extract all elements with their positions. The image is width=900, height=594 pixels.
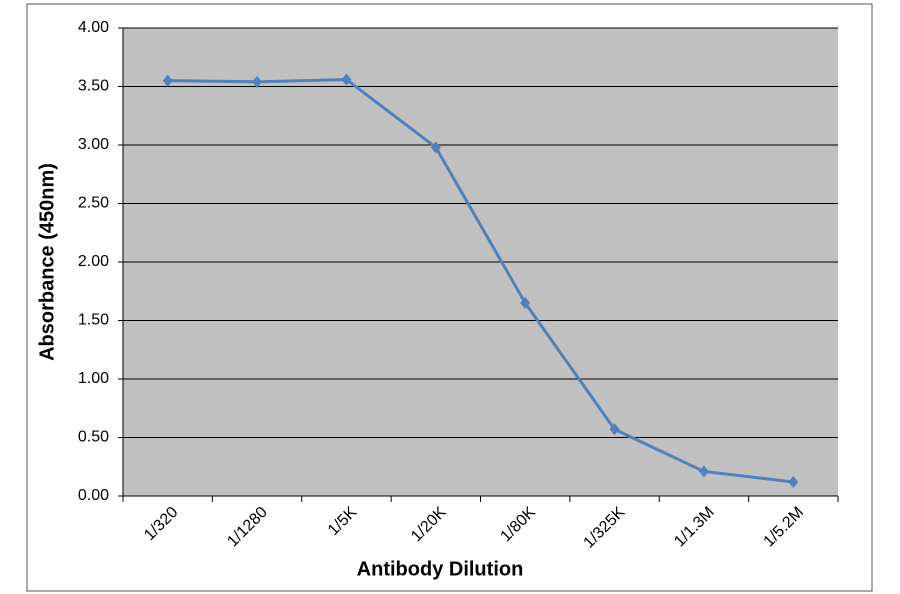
- y-tick-label: 1.50: [78, 312, 109, 329]
- data-point: [609, 423, 620, 436]
- y-tick-label: 0.00: [78, 487, 109, 504]
- data-point: [162, 74, 173, 87]
- y-tick-label: 1.00: [78, 370, 109, 387]
- data-point: [430, 141, 441, 154]
- data-point: [788, 475, 799, 488]
- y-tick-label: 2.00: [78, 253, 109, 270]
- data-point: [520, 296, 531, 309]
- y-tick-label: 2.50: [78, 195, 109, 212]
- x-axis-title: Antibody Dilution: [357, 558, 524, 580]
- data-point: [252, 75, 263, 88]
- y-tick-label: 3.50: [78, 78, 109, 95]
- y-tick-label: 3.00: [78, 136, 109, 153]
- y-tick-label: 4.00: [78, 19, 109, 36]
- y-axis-title: Absorbance (450nm): [36, 163, 58, 361]
- y-tick-label: 0.50: [78, 429, 109, 446]
- data-point: [698, 465, 709, 478]
- data-point: [341, 73, 352, 86]
- series-line: [167, 77, 794, 484]
